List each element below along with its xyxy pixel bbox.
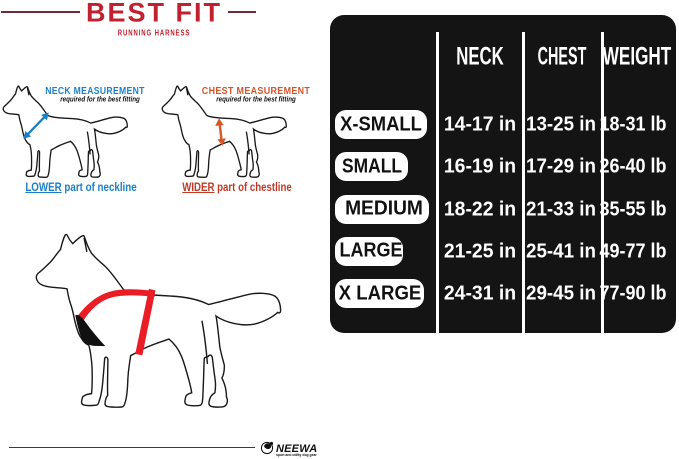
svg-text:NEEWA: NEEWA	[276, 443, 317, 455]
svg-text:sport and utility dog gear: sport and utility dog gear	[276, 453, 317, 457]
